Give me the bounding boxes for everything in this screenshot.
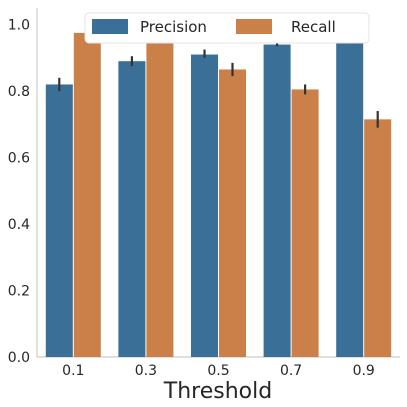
bars [45,32,392,358]
bar-precision-0.1 [45,84,73,357]
x-tick-label: 0.7 [280,363,302,379]
legend: Precision Recall [84,12,370,44]
legend-label-precision: Precision [140,18,207,36]
x-tick-label: 0.1 [62,363,84,379]
bar-recall-0.9 [364,119,392,357]
bar-recall-0.7 [291,89,319,357]
y-tick-label: 0.6 [8,151,30,167]
bar-recall-0.5 [219,69,246,357]
x-axis-label: Threshold [163,379,272,404]
bar-precision-0.5 [191,54,218,358]
legend-box [84,12,370,44]
y-tick-label: 0.4 [8,217,30,233]
y-tick-label: 0.0 [8,350,30,366]
ticks: 0.0 0.2 0.4 0.6 0.8 1.0 0.1 0.3 0.5 0.7 0.9 [8,18,375,379]
bar-recall-0.3 [146,36,174,357]
y-tick-label: 1.0 [8,18,30,34]
legend-label-recall: Recall [291,18,336,36]
legend-swatch-recall [236,19,272,34]
bar-precision-0.3 [118,61,146,357]
bar-recall-0.1 [73,32,101,358]
x-tick-label: 0.5 [207,363,229,379]
legend-swatch-precision [92,19,128,34]
x-tick-label: 0.9 [353,363,375,379]
x-tick-label: 0.3 [135,363,157,379]
error-bars [58,31,379,128]
y-tick-label: 0.2 [8,284,30,300]
bar-precision-0.9 [336,41,364,357]
y-tick-label: 0.8 [8,84,30,100]
bar-precision-0.7 [263,44,291,358]
